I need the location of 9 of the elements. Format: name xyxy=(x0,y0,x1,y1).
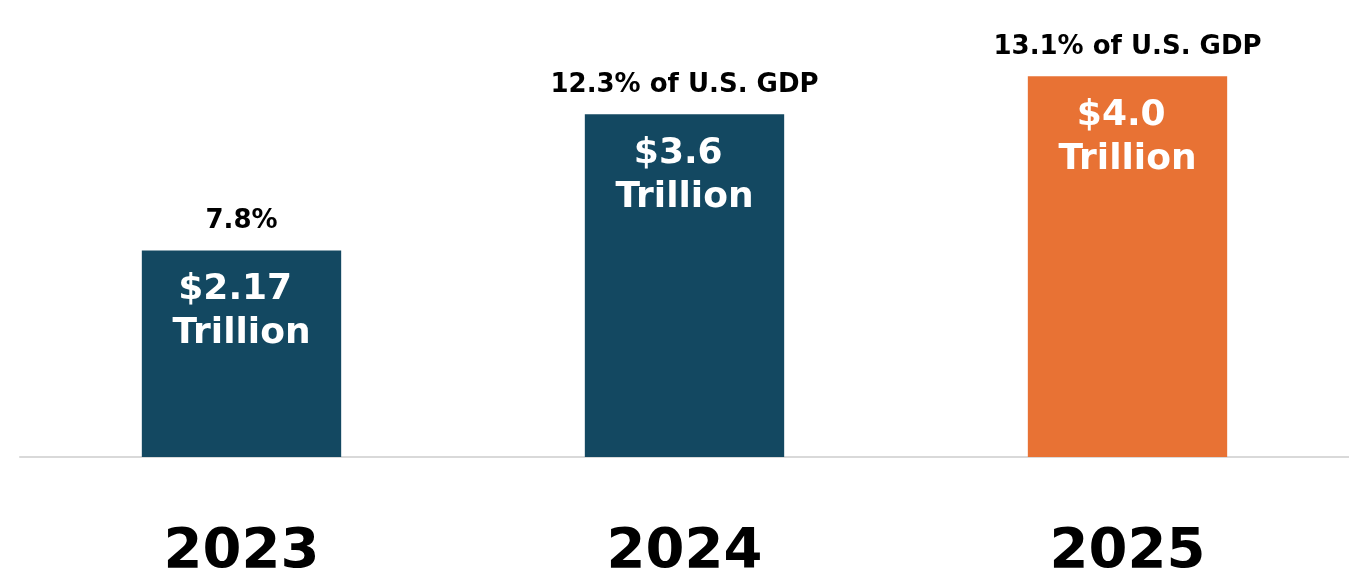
x-tick-label: 2023 xyxy=(163,514,320,580)
x-tick-label: 2024 xyxy=(606,514,763,580)
data-label: $4.0 Trillion xyxy=(1058,91,1197,177)
data-label: $2.17 Trillion xyxy=(172,265,311,351)
data-label: $3.6 Trillion xyxy=(615,129,754,215)
x-tick-label: 2025 xyxy=(1049,514,1206,580)
annotation: 12.3% of U.S. GDP xyxy=(550,68,819,99)
annotation: 13.1% of U.S. GDP xyxy=(993,30,1262,61)
annotation: 7.8% xyxy=(205,204,278,235)
